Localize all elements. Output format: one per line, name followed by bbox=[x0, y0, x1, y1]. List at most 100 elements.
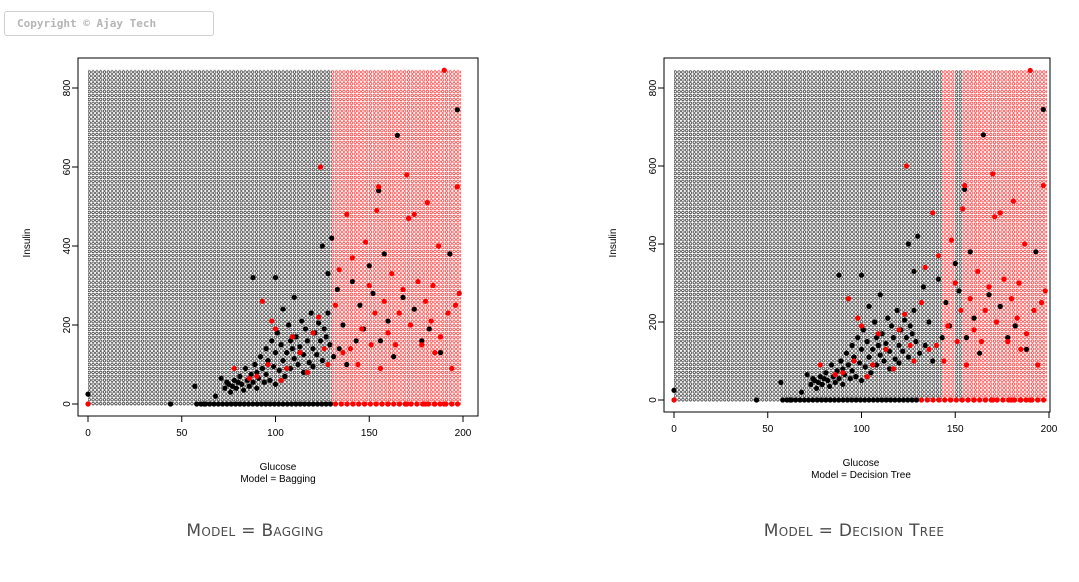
data-point-black bbox=[297, 401, 303, 407]
data-point-black bbox=[254, 385, 260, 391]
data-point-black bbox=[813, 385, 820, 391]
y-tick-label: 800 bbox=[62, 79, 73, 96]
data-point-red bbox=[840, 370, 846, 376]
data-point-black bbox=[276, 367, 282, 374]
data-point-black bbox=[271, 363, 277, 370]
data-point-red bbox=[317, 164, 324, 170]
data-point-black bbox=[840, 381, 846, 387]
data-point-black bbox=[873, 335, 880, 341]
data-point-red bbox=[340, 350, 346, 356]
data-point-red bbox=[321, 346, 327, 352]
data-point-black bbox=[227, 389, 234, 395]
data-point-black bbox=[287, 338, 294, 344]
data-point-black bbox=[207, 401, 213, 407]
data-point-red bbox=[278, 377, 284, 383]
data-point-red bbox=[954, 338, 960, 345]
data-point-black bbox=[319, 401, 325, 407]
data-point-black bbox=[254, 401, 260, 407]
data-point-black bbox=[888, 323, 895, 329]
data-point-black bbox=[308, 310, 314, 316]
data-point-red bbox=[338, 401, 344, 407]
data-point-red bbox=[372, 310, 378, 316]
data-point-red bbox=[254, 373, 260, 379]
data-point-black bbox=[280, 401, 286, 407]
data-point-black bbox=[310, 346, 316, 352]
data-point-black bbox=[334, 286, 340, 293]
data-point-red bbox=[284, 365, 290, 372]
x-tick-label: 0 bbox=[85, 428, 91, 439]
data-point-black bbox=[920, 284, 926, 290]
data-point-red bbox=[408, 401, 414, 407]
data-point-black bbox=[853, 374, 859, 380]
data-point-black bbox=[250, 275, 256, 281]
x-tick-label: 50 bbox=[176, 428, 188, 439]
data-point-black bbox=[353, 338, 359, 344]
data-point-red bbox=[362, 239, 369, 245]
data-point-black bbox=[905, 354, 911, 360]
y-tick-label: 400 bbox=[62, 237, 73, 254]
data-point-red bbox=[832, 372, 838, 378]
caption-bagging: Model = Bagging bbox=[186, 521, 324, 541]
data-point-red bbox=[967, 296, 973, 302]
data-point-red bbox=[1022, 241, 1028, 247]
data-point-black bbox=[310, 401, 316, 407]
data-point-red bbox=[359, 326, 365, 332]
data-point-red bbox=[1035, 362, 1041, 368]
data-point-black bbox=[272, 350, 279, 356]
data-point-red bbox=[1029, 397, 1035, 403]
data-point-black bbox=[797, 397, 803, 403]
x-tick-label: 0 bbox=[671, 424, 677, 435]
data-point-red bbox=[402, 401, 408, 407]
data-point-black bbox=[894, 307, 900, 313]
data-point-red bbox=[304, 369, 310, 375]
data-point-red bbox=[366, 282, 372, 289]
y-axis-label: Insulin bbox=[22, 229, 33, 258]
data-point-red bbox=[454, 401, 461, 407]
data-point-black bbox=[245, 401, 252, 407]
data-point-black bbox=[237, 401, 243, 407]
data-point-red bbox=[1040, 182, 1046, 189]
data-point-black bbox=[319, 243, 325, 249]
data-point-black bbox=[250, 379, 256, 385]
data-point-black bbox=[877, 292, 883, 298]
data-point-black bbox=[233, 385, 239, 391]
data-point-black bbox=[319, 357, 325, 364]
data-point-red bbox=[990, 171, 996, 177]
caption-decision-tree: Model = Decision Tree bbox=[763, 521, 945, 541]
region-3 bbox=[962, 70, 1048, 402]
data-point-black bbox=[864, 338, 870, 345]
data-point-red bbox=[422, 298, 429, 304]
data-point-black bbox=[905, 397, 911, 403]
data-point-black bbox=[301, 401, 308, 407]
x-axis-label: Glucose bbox=[843, 458, 880, 469]
data-point-red bbox=[356, 401, 362, 407]
x-tick-label: 50 bbox=[762, 424, 774, 435]
data-point-black bbox=[836, 397, 842, 403]
data-point-black bbox=[900, 397, 907, 403]
data-point-red bbox=[922, 264, 928, 270]
data-point-red bbox=[977, 397, 983, 403]
data-point-red bbox=[1031, 307, 1037, 313]
data-point-red bbox=[231, 365, 237, 372]
data-point-red bbox=[454, 184, 460, 190]
data-point-black bbox=[293, 401, 299, 407]
data-point-red bbox=[1001, 276, 1007, 282]
data-point-red bbox=[1016, 280, 1022, 286]
data-point-red bbox=[246, 375, 252, 381]
data-point-red bbox=[428, 318, 434, 324]
data-point-black bbox=[276, 401, 282, 407]
data-point-black bbox=[331, 354, 337, 360]
data-point-black bbox=[866, 354, 872, 360]
data-point-red bbox=[1006, 397, 1012, 403]
data-point-red bbox=[855, 315, 861, 321]
data-point-black bbox=[892, 397, 898, 403]
data-point-black bbox=[866, 397, 872, 403]
data-point-black bbox=[391, 354, 397, 360]
data-point-black bbox=[218, 375, 224, 381]
data-point-black bbox=[935, 276, 941, 282]
data-point-red bbox=[325, 361, 331, 368]
data-point-black bbox=[295, 361, 301, 368]
data-point-black bbox=[314, 401, 321, 407]
data-point-black bbox=[926, 319, 932, 325]
data-point-black bbox=[299, 318, 305, 324]
